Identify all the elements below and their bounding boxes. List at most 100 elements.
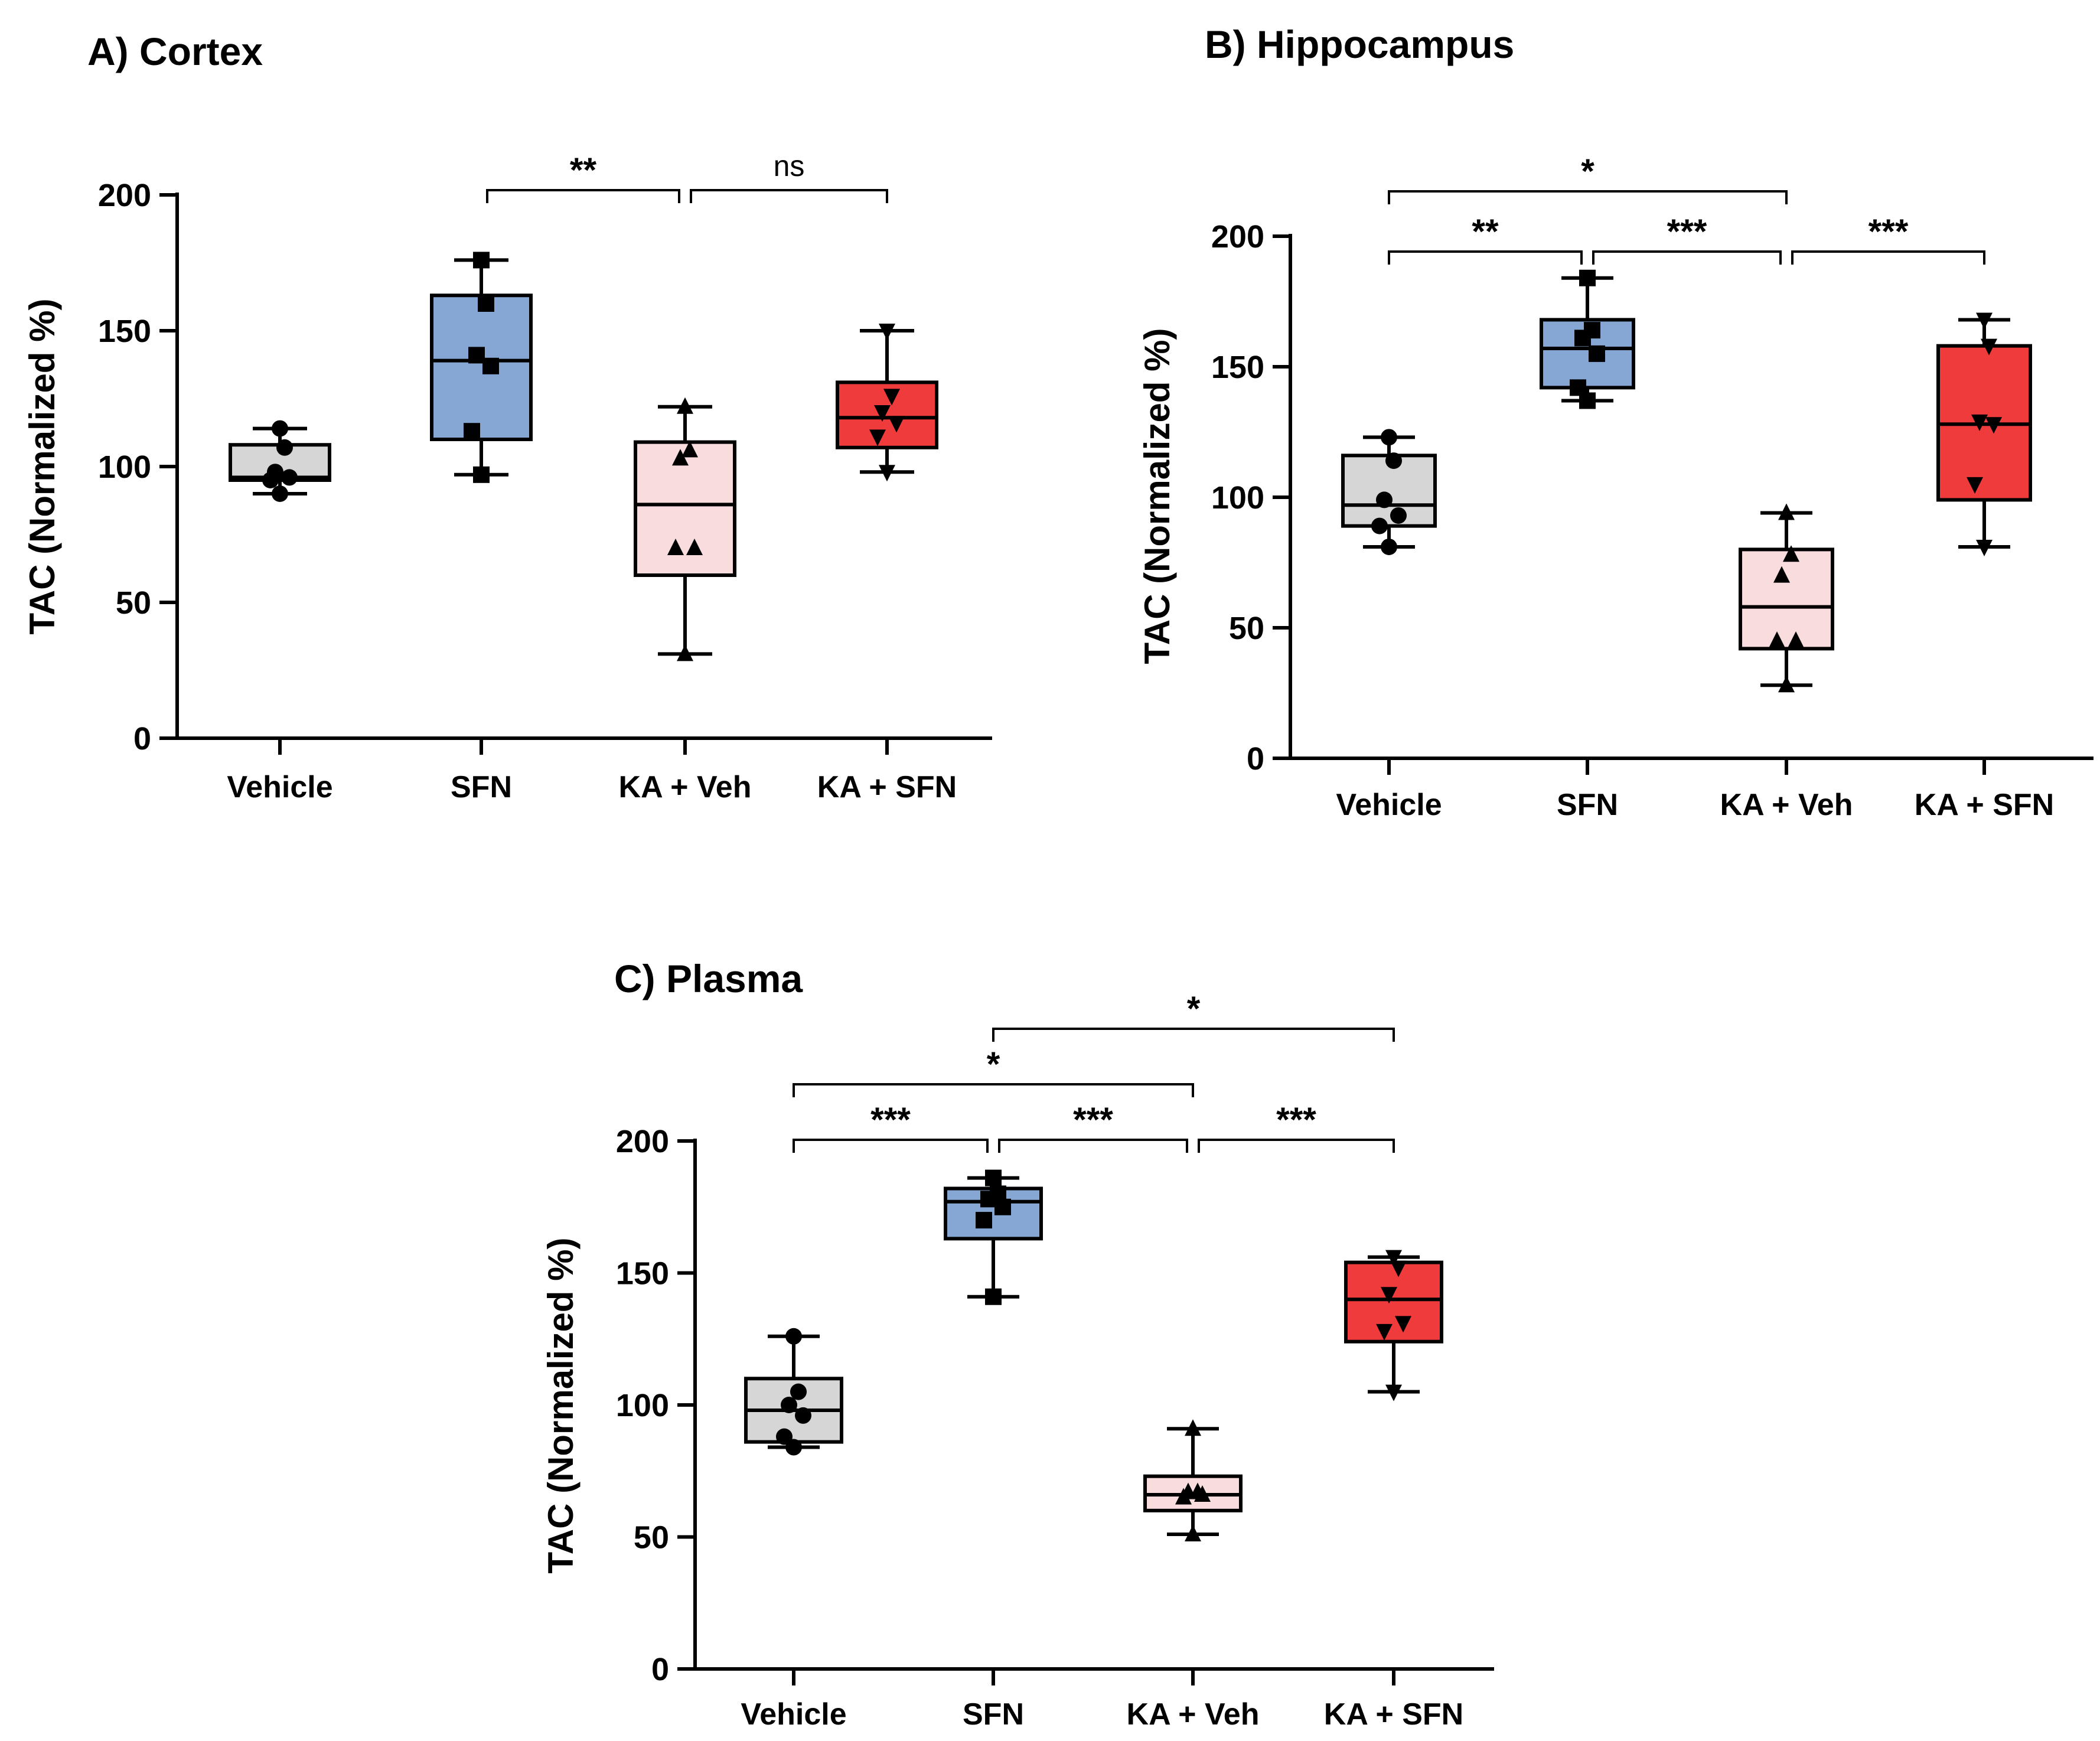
y-tick-label: 50 <box>116 585 151 621</box>
data-point <box>879 465 895 482</box>
box-vehicle <box>744 1328 843 1456</box>
x-tick-label: SFN <box>451 770 512 804</box>
bracket-line <box>793 1139 989 1153</box>
data-point <box>482 357 499 374</box>
bracket-line <box>992 1028 1395 1042</box>
box-ka-veh <box>634 397 736 661</box>
data-point <box>1769 631 1785 648</box>
data-point <box>686 539 703 555</box>
bracket-line <box>1388 190 1788 204</box>
y-axis-title: TAC (Normalized %) <box>541 1238 581 1574</box>
data-point <box>1395 1316 1411 1333</box>
data-point <box>1371 517 1388 534</box>
y-tick-label: 100 <box>616 1388 669 1423</box>
bracket-line <box>1198 1139 1395 1153</box>
y-tick-label: 150 <box>616 1256 669 1292</box>
significance-label: ** <box>570 151 597 190</box>
y-tick-label: 150 <box>1211 350 1264 385</box>
bracket-line <box>486 189 680 203</box>
significance-label: *** <box>1073 1101 1113 1139</box>
data-point <box>1376 1323 1393 1341</box>
data-point <box>1381 538 1397 555</box>
data-point <box>473 252 490 269</box>
data-point <box>276 439 293 456</box>
x-tick-label: KA + SFN <box>1915 788 2054 822</box>
x-tick-label: KA + Veh <box>1720 788 1853 822</box>
box-ka-veh <box>1143 1419 1243 1542</box>
data-point <box>985 1169 1002 1186</box>
y-tick-label: 200 <box>1211 219 1264 255</box>
data-point <box>776 1428 793 1445</box>
x-tick-label: Vehicle <box>741 1697 846 1732</box>
data-point <box>1976 312 1993 330</box>
significance-label: * <box>1187 990 1201 1028</box>
significance-label: *** <box>1276 1101 1316 1139</box>
significance-bracket: *** <box>793 1101 989 1153</box>
data-point <box>1574 330 1591 347</box>
data-point <box>272 420 288 437</box>
data-point <box>1773 566 1790 583</box>
significance-label: *** <box>870 1101 911 1139</box>
y-tick-label: 200 <box>616 1124 669 1159</box>
data-point <box>1381 429 1397 446</box>
x-tick-label: SFN <box>1557 788 1618 822</box>
data-point <box>879 324 895 340</box>
significance-label: * <box>987 1045 1000 1084</box>
significance-bracket: *** <box>1791 213 1985 265</box>
panel-title: B) Hippocampus <box>1205 22 1514 66</box>
data-point <box>1376 491 1393 508</box>
data-point <box>281 469 298 486</box>
bracket-line <box>998 1139 1188 1153</box>
data-point <box>883 389 900 406</box>
bracket-line <box>1791 250 1985 265</box>
y-tick-label: 0 <box>651 1652 669 1687</box>
x-tick-label: Vehicle <box>227 770 332 804</box>
significance-label: ns <box>774 149 805 182</box>
data-point <box>790 1383 807 1400</box>
box-iqr <box>1739 547 1834 651</box>
data-point <box>795 1407 811 1424</box>
significance-bracket: * <box>992 990 1395 1042</box>
data-point <box>1778 676 1795 693</box>
y-tick-label: 150 <box>98 314 151 349</box>
box-ka-sfn <box>1344 1250 1443 1401</box>
data-point <box>677 397 693 414</box>
y-tick-label: 200 <box>98 178 151 213</box>
data-point <box>1778 503 1795 520</box>
data-point <box>262 472 279 488</box>
data-point <box>874 405 891 422</box>
data-point <box>785 1439 802 1456</box>
data-point <box>1967 477 1983 494</box>
y-tick-label: 50 <box>1229 611 1264 646</box>
box-ka-veh <box>1739 503 1834 693</box>
box-vehicle <box>229 420 331 502</box>
significance-bracket: ns <box>690 149 888 203</box>
bracket-line <box>793 1083 1194 1097</box>
data-point <box>672 449 689 466</box>
bracket-line <box>1388 250 1583 265</box>
data-point <box>1976 539 1993 556</box>
data-point <box>1385 452 1402 470</box>
panel-title: A) Cortex <box>87 30 263 73</box>
data-point <box>1390 1260 1407 1277</box>
data-point <box>677 644 693 661</box>
data-point <box>1185 1525 1201 1542</box>
data-point <box>1981 338 1997 356</box>
data-point <box>1385 1384 1402 1401</box>
data-point <box>1589 345 1605 362</box>
panel-title: C) Plasma <box>614 957 803 1000</box>
x-tick-label: KA + SFN <box>1324 1697 1463 1732</box>
significance-label: *** <box>1667 213 1707 251</box>
significance-label: *** <box>1869 213 1909 251</box>
data-point <box>980 1191 997 1208</box>
significance-bracket: *** <box>1592 213 1782 265</box>
data-point <box>1788 631 1804 648</box>
significance-label: ** <box>1472 213 1499 251</box>
data-point <box>1985 417 2002 434</box>
y-axis-title: TAC (Normalized %) <box>1137 328 1177 664</box>
data-point <box>468 347 485 364</box>
data-point <box>785 1328 802 1345</box>
